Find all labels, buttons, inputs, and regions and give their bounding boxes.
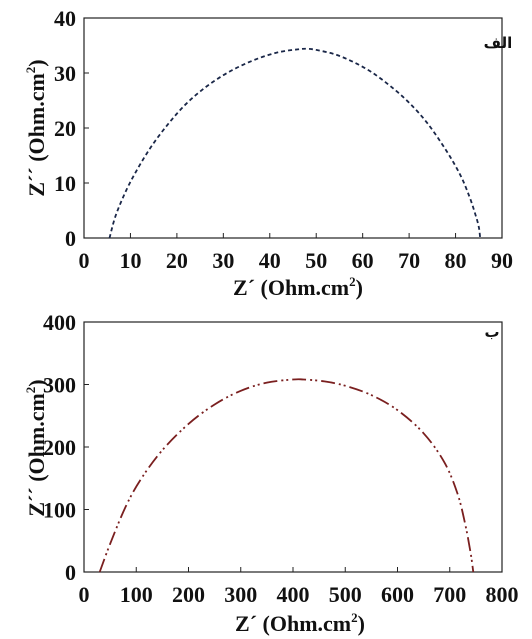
- chart-panel-b: 0 100 200 300 400 500 600 700 800 0 100 200 300 400 Z´…: [23, 310, 519, 636]
- series-line: [108, 47, 482, 239]
- x-tick-label: 90: [491, 248, 513, 273]
- y-tick-label: 20: [54, 116, 76, 141]
- x-tick-label: 0: [79, 582, 90, 607]
- x-tick-label: 40: [259, 248, 281, 273]
- x-axis-label: Z´ (Ohm.cm2): [233, 274, 363, 300]
- series-line: [98, 378, 475, 573]
- x-tick-label: 500: [329, 582, 362, 607]
- plot-frame: [83, 17, 503, 239]
- x-tick-label: 20: [166, 248, 188, 273]
- x-tick-label: 600: [381, 582, 414, 607]
- x-tick-label: 80: [445, 248, 467, 273]
- plot-frame: [83, 321, 503, 573]
- y-tick-label: 100: [43, 498, 76, 523]
- x-tick-label: 200: [172, 582, 205, 607]
- y-tick-label: 0: [65, 226, 76, 251]
- x-tick-label: 800: [486, 582, 519, 607]
- x-tick-label: 60: [352, 248, 374, 273]
- x-tick-label: 70: [398, 248, 420, 273]
- y-tick-label: 200: [43, 435, 76, 460]
- x-tick-label: 400: [277, 582, 310, 607]
- y-tick-label: 400: [43, 310, 76, 335]
- x-tick-label: 50: [305, 248, 327, 273]
- y-tick-label: 0: [65, 560, 76, 585]
- x-tick-label: 30: [212, 248, 234, 273]
- panel-label: الف: [484, 34, 513, 52]
- y-tick-label: 40: [54, 6, 76, 31]
- x-tick-label: 300: [224, 582, 257, 607]
- panel-label: ب: [484, 323, 499, 341]
- y-axis-label: Z´´ (Ohm.cm2): [23, 379, 49, 516]
- y-axis-label: Z´´ (Ohm.cm2): [23, 59, 49, 196]
- x-tick-label: 0: [79, 248, 90, 273]
- x-tick-label: 10: [119, 248, 141, 273]
- x-tick-label: 100: [120, 582, 153, 607]
- y-tick-label: 30: [54, 61, 76, 86]
- x-axis-label: Z´ (Ohm.cm2): [235, 610, 365, 636]
- x-tick-label: 700: [433, 582, 466, 607]
- y-tick-label: 300: [43, 373, 76, 398]
- y-tick-label: 10: [54, 171, 76, 196]
